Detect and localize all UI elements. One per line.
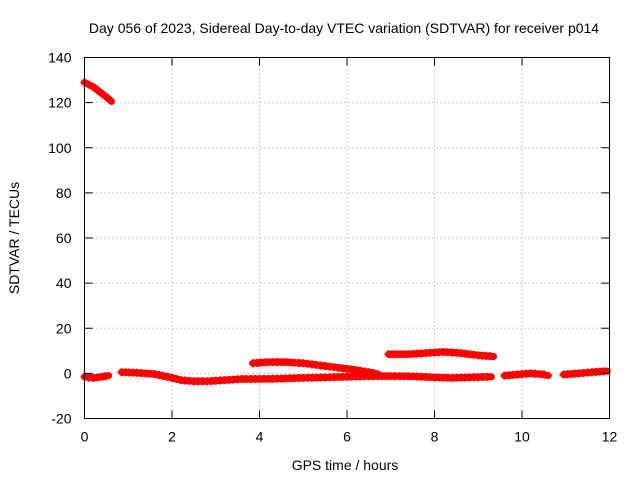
y-tick-label: 120 xyxy=(48,95,72,111)
data-point-marker xyxy=(105,95,113,104)
series-arc-3-markers xyxy=(117,368,491,386)
x-tick-label: 12 xyxy=(602,429,618,445)
data-point-marker xyxy=(168,373,176,382)
x-tick-label: 8 xyxy=(431,429,439,445)
data-point-marker xyxy=(101,372,110,381)
y-axis-label: SDTVAR / TECUs xyxy=(6,182,22,294)
data-point-marker xyxy=(93,86,102,95)
data-point-marker xyxy=(369,369,378,378)
grid xyxy=(84,57,610,419)
data-point-marker xyxy=(483,372,491,381)
data-point-marker xyxy=(172,375,181,384)
y-tick-label: 20 xyxy=(56,320,72,336)
x-tick-label: 6 xyxy=(343,429,351,445)
data-series xyxy=(80,78,611,386)
series-arc-1-markers xyxy=(80,78,113,104)
series-arc-4-markers xyxy=(248,358,378,378)
x-tick-label: 4 xyxy=(256,429,264,445)
data-point-marker xyxy=(539,370,548,379)
y-tick-label: 100 xyxy=(48,140,72,156)
series-arc-7-markers xyxy=(559,367,608,379)
axis-tick-labels: 0 2 4 6 8 10 12 -20 0 20 40 60 80 100 120 140 xyxy=(48,50,617,445)
data-point-marker xyxy=(599,367,608,376)
y-tick-label: 140 xyxy=(48,50,72,66)
x-tick-label: 2 xyxy=(168,429,176,445)
chart-title: Day 056 of 2023, Sidereal Day-to-day VTE… xyxy=(89,20,599,36)
data-point-marker xyxy=(163,372,172,381)
x-tick-label: 10 xyxy=(514,429,530,445)
data-point-marker xyxy=(89,82,98,91)
data-point-marker xyxy=(485,352,494,361)
y-tick-label: 40 xyxy=(56,275,72,291)
x-tick-label: 0 xyxy=(81,429,89,445)
series-arc-5-markers xyxy=(384,347,494,361)
data-point-marker xyxy=(98,89,106,98)
y-tick-label: 0 xyxy=(64,365,72,381)
data-point-marker xyxy=(84,80,93,89)
series-arc-6-markers xyxy=(500,369,548,380)
x-axis-label: GPS time / hours xyxy=(292,457,399,473)
y-tick-label: 60 xyxy=(56,230,72,246)
y-tick-label: -20 xyxy=(51,411,71,427)
axis-ticks xyxy=(84,57,610,419)
y-tick-label: 80 xyxy=(56,185,72,201)
